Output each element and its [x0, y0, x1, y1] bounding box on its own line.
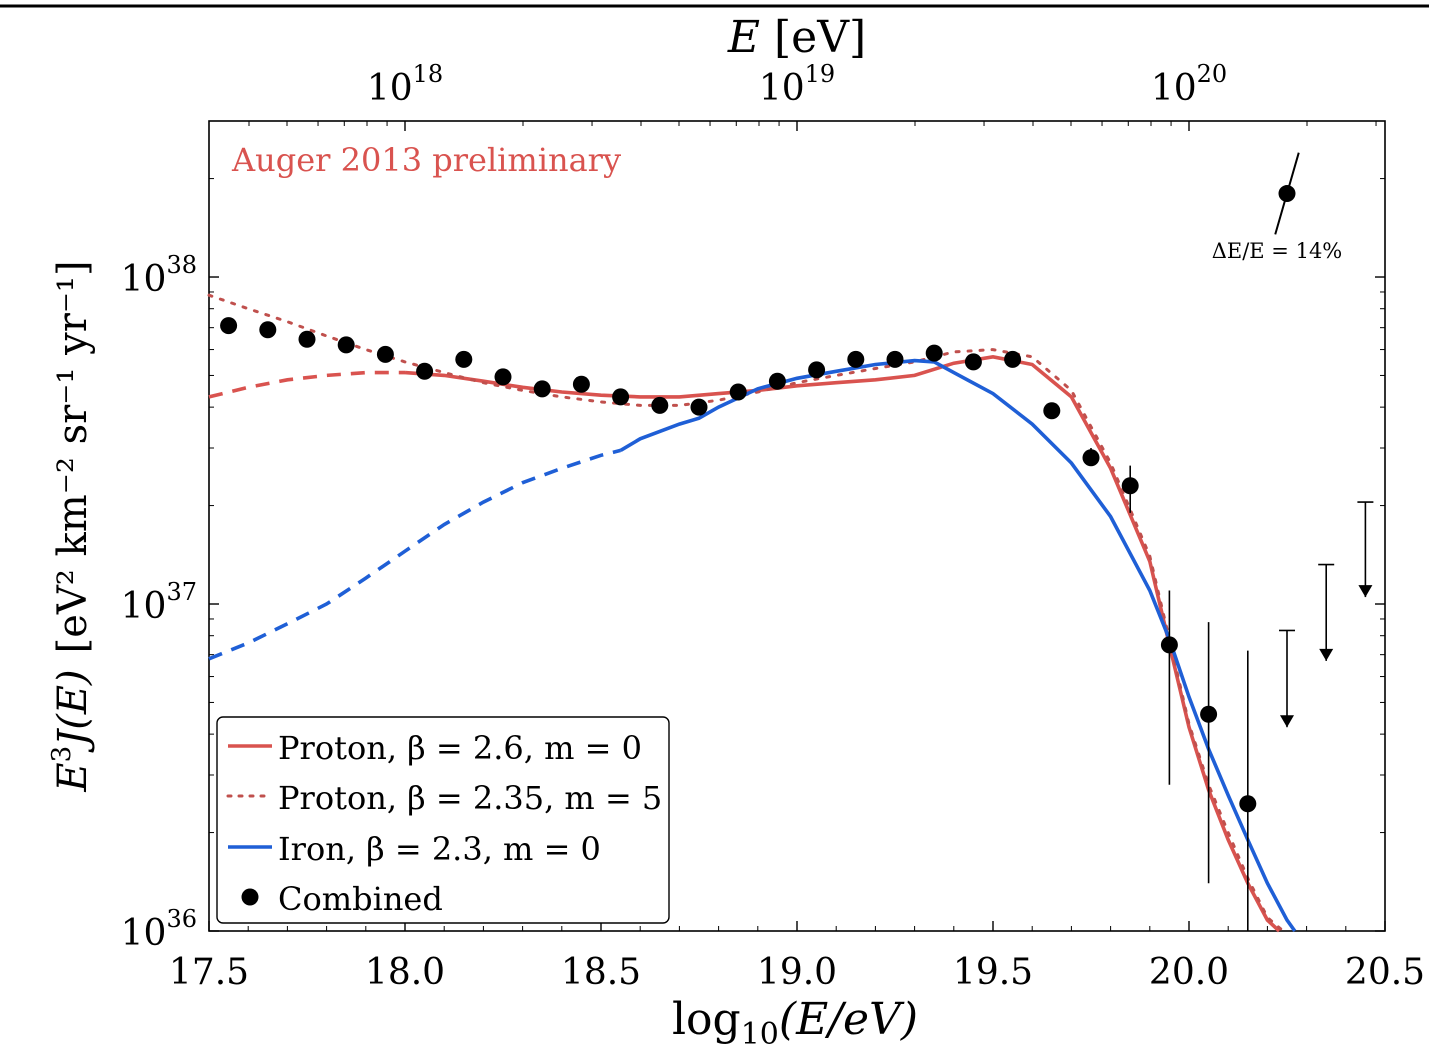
- x-tick-label: 18.5: [561, 952, 641, 993]
- legend-label-1: Proton, β = 2.35, m = 5: [278, 779, 662, 817]
- series-line-0-dashed: [208, 370, 405, 399]
- data-point: [808, 361, 826, 379]
- data-point: [1004, 350, 1022, 368]
- y-tick-label: 1037: [121, 578, 197, 627]
- legend-label-3: Combined: [278, 880, 443, 918]
- legend: Proton, β = 2.6, m = 0 Proton, β = 2.35, …: [216, 716, 670, 924]
- data-point: [298, 330, 316, 348]
- data-point: [455, 350, 473, 368]
- data-point: [259, 321, 277, 339]
- x-tick-label: 18.0: [365, 952, 445, 993]
- y-tick-label: 1036: [121, 905, 197, 954]
- data-point: [768, 372, 786, 390]
- top-tick-label: 1020: [1151, 60, 1227, 109]
- x-tick-label: 19.0: [757, 952, 837, 993]
- data-point: [572, 375, 590, 393]
- y-axis-label: E3J(E)[eV² km⁻² sr⁻¹ yr⁻¹]: [47, 260, 96, 792]
- chart-annotation: Auger 2013 preliminary: [231, 141, 621, 179]
- series-line-2-solid: [619, 358, 1297, 933]
- x-tick-label: 20.0: [1149, 952, 1229, 993]
- data-point: [1043, 402, 1061, 420]
- data-point: [964, 353, 982, 371]
- data-point: [690, 398, 708, 416]
- series-line-1: [207, 293, 1285, 933]
- top-tick-label: 1019: [759, 60, 835, 109]
- legend-label-2: Iron, β = 2.3, m = 0: [278, 830, 601, 868]
- series-line-2-dashed: [208, 448, 622, 661]
- legend-label-0: Proton, β = 2.6, m = 0: [278, 729, 642, 767]
- x-tick-label: 17.5: [169, 952, 249, 993]
- upper-limit-arrow: [1358, 585, 1373, 598]
- data-point: [651, 396, 669, 414]
- series-layer: [207, 293, 1297, 933]
- top-axis-label: E [eV]: [727, 12, 866, 63]
- x-axis-label: log10(E/eV): [672, 994, 918, 1052]
- data-point: [533, 380, 551, 398]
- upper-limit-arrow: [1319, 648, 1334, 661]
- data-point: [612, 388, 630, 406]
- data-point: [494, 368, 512, 386]
- data-point: [1200, 705, 1218, 723]
- data-point: [416, 362, 434, 380]
- data-point: [1239, 795, 1257, 813]
- energy-scale-bar: [1274, 152, 1300, 235]
- data-point: [925, 344, 943, 362]
- legend-box: [216, 716, 670, 924]
- legend-marker-combined: [241, 888, 259, 906]
- data-point: [376, 345, 394, 363]
- upper-limit-arrow: [1280, 715, 1294, 728]
- x-tick-label: 20.5: [1345, 952, 1425, 993]
- data-point: [1160, 636, 1178, 654]
- data-markers: [220, 152, 1374, 931]
- data-point: [847, 350, 865, 368]
- data-point: [220, 317, 238, 335]
- top-tick-label: 1018: [367, 60, 443, 109]
- data-point: [1121, 477, 1139, 495]
- energy-scale-note: ΔE/E = 14%: [1212, 239, 1343, 263]
- data-point: [729, 383, 747, 401]
- y-tick-label: 1038: [121, 251, 197, 300]
- data-point: [337, 336, 355, 354]
- data-point: [1082, 449, 1100, 467]
- x-tick-label: 19.5: [953, 952, 1033, 993]
- data-point: [886, 350, 904, 368]
- axis-ticks: 17.5 18.0 18.5 19.0 19.5 20.0 20.5 1018 1019 1020…: [121, 60, 1425, 993]
